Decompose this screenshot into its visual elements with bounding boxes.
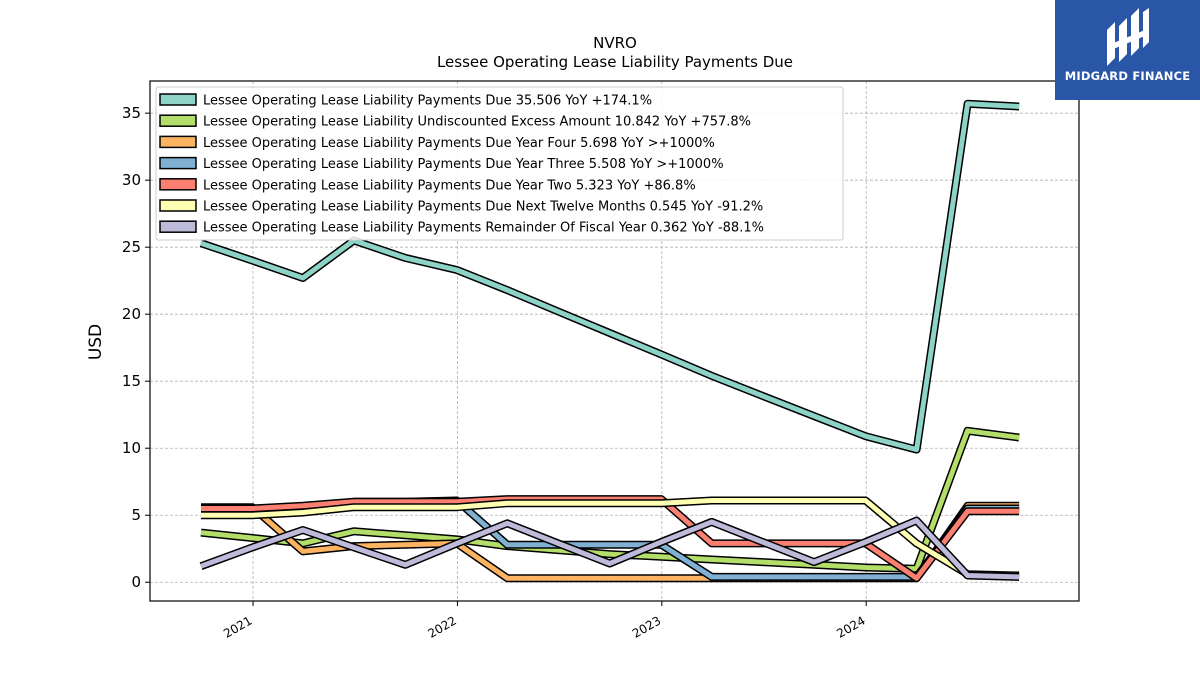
y-tick-label: 20 <box>122 305 141 323</box>
legend-swatch <box>159 156 197 170</box>
series-stroke <box>200 518 1020 580</box>
legend-entry: Lessee Operating Lease Liability Payment… <box>203 94 652 109</box>
legend-box <box>155 86 844 241</box>
legend-swatch <box>159 178 197 191</box>
x-tick-label: 2023 <box>630 613 663 640</box>
legend-swatch <box>159 199 197 212</box>
y-axis: 0 5 10 15 20 25 30 35 <box>122 104 150 591</box>
series-stroke <box>201 498 1020 578</box>
legend-entry: Lessee Operating Lease Liability Payment… <box>203 221 764 236</box>
series-lines <box>199 99 1020 583</box>
legend-swatch <box>159 93 197 106</box>
series-line-4 <box>201 495 1020 583</box>
y-axis-label: USD <box>86 324 106 360</box>
y-tick-label: 10 <box>122 439 141 457</box>
x-tick-label: 2022 <box>425 613 458 640</box>
legend-swatch <box>159 114 197 127</box>
series-line-1 <box>200 426 1020 573</box>
x-tick-label: 2024 <box>834 613 867 640</box>
midgard-finance-logo: MIDGARD FINANCE <box>1055 0 1200 100</box>
x-axis: 2021 2022 2023 2024 <box>221 601 868 641</box>
legend-swatch <box>159 135 197 149</box>
y-tick-label: 15 <box>122 372 141 390</box>
chart-title: NVRO <box>593 34 637 52</box>
y-tick-label: 25 <box>122 238 141 256</box>
legend-entry: Lessee Operating Lease Liability Payment… <box>203 178 696 193</box>
y-tick-label: 0 <box>131 573 141 591</box>
midgard-logo-icon <box>1107 8 1149 66</box>
legend-entry: Lessee Operating Lease Liability Payment… <box>203 200 763 215</box>
legend-entry: Lessee Operating Lease Liability Payment… <box>203 157 724 172</box>
legend: Lessee Operating Lease Liability Payment… <box>155 86 844 241</box>
legend-entry: Lessee Operating Lease Liability Undisco… <box>203 115 751 130</box>
series-line-5 <box>201 496 1020 580</box>
plot-area-frame <box>149 80 1080 602</box>
y-tick-label: 5 <box>131 506 141 524</box>
legend-swatch <box>159 220 197 233</box>
y-tick-label: 35 <box>122 104 141 122</box>
series-stroke <box>200 428 1020 572</box>
x-tick-label: 2021 <box>221 613 254 640</box>
y-tick-label: 30 <box>122 171 141 189</box>
series-stroke <box>200 101 1020 453</box>
legend-entry: Lessee Operating Lease Liability Payment… <box>203 136 715 151</box>
brand-name: MIDGARD FINANCE <box>1064 69 1191 83</box>
series-line-6 <box>199 516 1020 581</box>
series-line-0 <box>199 99 1020 454</box>
chart-subtitle: Lessee Operating Lease Liability Payment… <box>437 53 793 71</box>
series-stroke <box>201 496 1020 581</box>
